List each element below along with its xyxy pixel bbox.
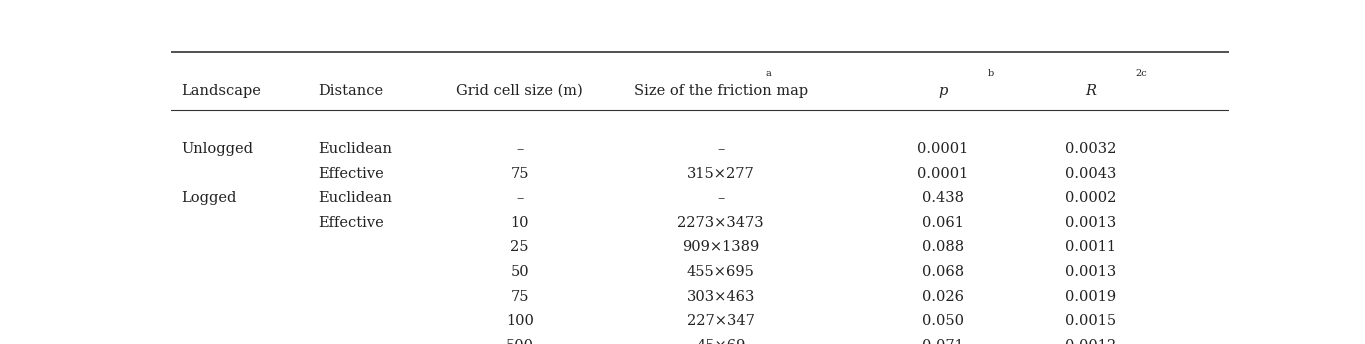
Text: –: –	[516, 142, 523, 156]
Text: 10: 10	[511, 216, 530, 230]
Text: 50: 50	[511, 265, 530, 279]
Text: Size of the friction map: Size of the friction map	[633, 84, 808, 98]
Text: 45×69: 45×69	[696, 339, 745, 344]
Text: 0.0001: 0.0001	[917, 166, 969, 181]
Text: 315×277: 315×277	[687, 166, 755, 181]
Text: 0.0015: 0.0015	[1066, 314, 1117, 329]
Text: Effective: Effective	[319, 166, 385, 181]
Text: Logged: Logged	[182, 191, 236, 205]
Text: –: –	[717, 142, 725, 156]
Text: 0.026: 0.026	[921, 290, 964, 304]
Text: Distance: Distance	[319, 84, 384, 98]
Text: Unlogged: Unlogged	[182, 142, 253, 156]
Text: 0.0032: 0.0032	[1065, 142, 1117, 156]
Text: 2c: 2c	[1136, 69, 1147, 78]
Text: 0.0019: 0.0019	[1066, 290, 1117, 304]
Text: Effective: Effective	[319, 216, 385, 230]
Text: 0.0013: 0.0013	[1065, 265, 1117, 279]
Text: 0.071: 0.071	[921, 339, 964, 344]
Text: p: p	[938, 84, 947, 98]
Text: Landscape: Landscape	[182, 84, 261, 98]
Text: 0.088: 0.088	[921, 240, 964, 255]
Text: Euclidean: Euclidean	[319, 191, 393, 205]
Text: b: b	[987, 69, 994, 78]
Text: 0.068: 0.068	[921, 265, 964, 279]
Text: 25: 25	[511, 240, 530, 255]
Text: 0.0011: 0.0011	[1066, 240, 1117, 255]
Text: 227×347: 227×347	[687, 314, 755, 329]
Text: 0.0012: 0.0012	[1066, 339, 1117, 344]
Text: 303×463: 303×463	[687, 290, 755, 304]
Text: 0.0002: 0.0002	[1065, 191, 1117, 205]
Text: 500: 500	[505, 339, 534, 344]
Text: a: a	[766, 69, 771, 78]
Text: 0.0013: 0.0013	[1065, 216, 1117, 230]
Text: 2273×3473: 2273×3473	[677, 216, 764, 230]
Text: –: –	[516, 191, 523, 205]
Text: 100: 100	[506, 314, 534, 329]
Text: 0.061: 0.061	[921, 216, 964, 230]
Text: –: –	[717, 191, 725, 205]
Text: 0.0043: 0.0043	[1065, 166, 1117, 181]
Text: 0.438: 0.438	[921, 191, 964, 205]
Text: Grid cell size (m): Grid cell size (m)	[456, 84, 583, 98]
Text: 0.050: 0.050	[921, 314, 964, 329]
Text: 909×1389: 909×1389	[682, 240, 759, 255]
Text: 75: 75	[511, 166, 530, 181]
Text: 75: 75	[511, 290, 530, 304]
Text: 455×695: 455×695	[687, 265, 755, 279]
Text: 0.0001: 0.0001	[917, 142, 969, 156]
Text: Euclidean: Euclidean	[319, 142, 393, 156]
Text: R: R	[1085, 84, 1096, 98]
